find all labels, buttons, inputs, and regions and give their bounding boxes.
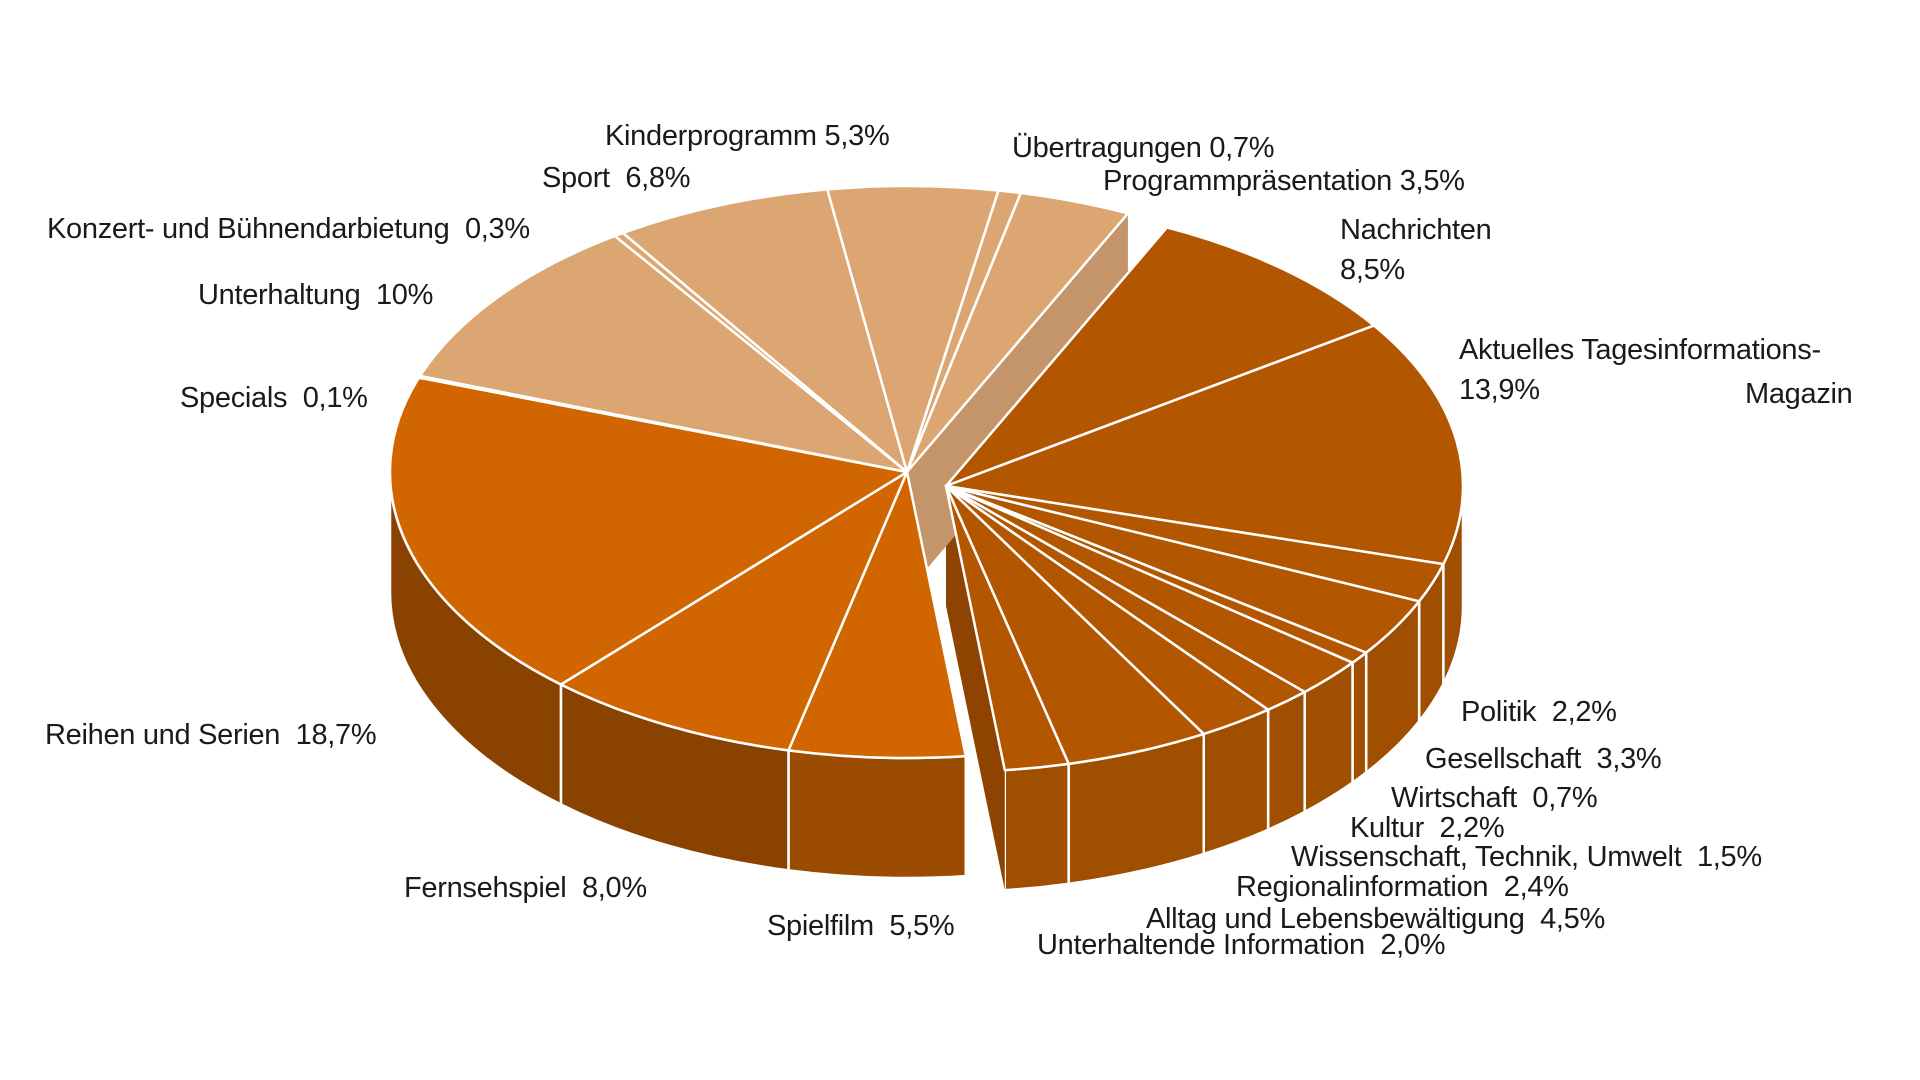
pie-side-4 <box>1351 650 1368 786</box>
label-wirtschaft: Wirtschaft 0,7% <box>1391 782 1598 814</box>
pie-slice-kinderprogramm <box>826 184 1000 474</box>
label-aktuelles-name: Aktuelles Tagesinformations- <box>1459 334 1821 366</box>
label-specials: Specials 0,1% <box>180 382 368 414</box>
label-nachrichten-value: 8,5% <box>1340 254 1405 286</box>
label-politik: Politik 2,2% <box>1461 696 1617 728</box>
pie-tops <box>388 184 1465 772</box>
pie-slice-programmpr-sentation <box>905 191 1130 474</box>
pie-side-9 <box>1003 762 1070 892</box>
label-kinderprogramm: Kinderprogramm 5,3% <box>605 120 890 152</box>
label-wissenschaft: Wissenschaft, Technik, Umwelt 1,5% <box>1291 841 1762 873</box>
pie-side-6 <box>1266 689 1306 832</box>
label-programmpraesentation: Programmpräsentation 3,5% <box>1103 165 1465 197</box>
pie-slice-aktuelles-tagesinformations-magazin <box>944 324 1465 566</box>
label-fernsehspiel: Fernsehspiel 8,0% <box>404 872 647 904</box>
pie-slice-reihen-und-serien <box>388 376 909 686</box>
label-nachrichten-name: Nachrichten <box>1340 214 1492 246</box>
pie-slice-nachrichten <box>944 226 1376 488</box>
pie-side-10 <box>787 748 968 880</box>
label-gesellschaft: Gesellschaft 3,3% <box>1425 743 1662 775</box>
label-unterhaltung: Unterhaltung 10% <box>198 279 434 311</box>
pie-slice-unterhaltende-information <box>944 484 1070 772</box>
label-regional: Regionalinformation 2,4% <box>1236 871 1569 903</box>
label-aktuelles-name2: Magazin <box>1745 378 1853 410</box>
label-reihen: Reihen und Serien 18,7% <box>45 719 377 751</box>
label-aktuelles-value: 13,9% <box>1459 374 1540 406</box>
pie-slice-sport <box>621 188 909 474</box>
label-sport: Sport 6,8% <box>542 162 691 194</box>
label-unterhaltende: Unterhaltende Information 2,0% <box>1037 929 1446 961</box>
pie-slice-spielfilm <box>787 470 968 760</box>
label-konzert: Konzert- und Bühnendarbietung 0,3% <box>47 213 530 245</box>
pie-slice-fernsehspiel <box>559 470 909 752</box>
label-kultur: Kultur 2,2% <box>1350 812 1505 844</box>
label-uebertragungen: Übertragungen 0,7% <box>1012 132 1275 164</box>
pie-cut-face <box>946 486 1005 891</box>
label-spielfilm: Spielfilm 5,5% <box>767 910 955 942</box>
label-alltag: Alltag und Lebensbewältigung 4,5% <box>1146 903 1605 935</box>
pie-slice-unterhaltung <box>418 234 909 474</box>
